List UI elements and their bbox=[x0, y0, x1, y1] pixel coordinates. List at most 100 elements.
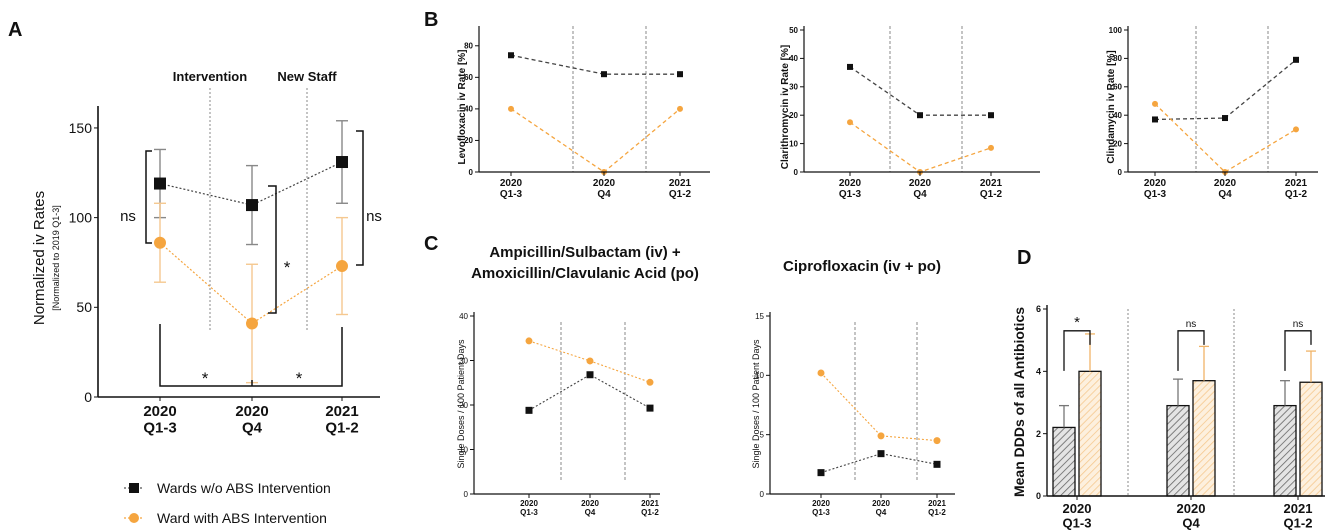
c1-x-tick-label-year: 2020 bbox=[520, 499, 538, 508]
d-x-tick-label-period: Q1-2 bbox=[1284, 515, 1313, 530]
c2-y-tick-label: 10 bbox=[755, 371, 764, 380]
b2-point-black bbox=[847, 63, 853, 70]
c2-series-orange-line bbox=[820, 372, 938, 442]
a-y-tick-label: 50 bbox=[76, 299, 92, 315]
b2-y-tick-label: 30 bbox=[789, 83, 798, 92]
c1-point-orange bbox=[586, 357, 594, 365]
b3-y-tick-label: 40 bbox=[1113, 111, 1122, 120]
b2-y-tick-label: 50 bbox=[789, 26, 798, 35]
b1-x-tick-label-period: Q1-2 bbox=[669, 189, 692, 200]
b1-x-tick-label-year: 2021 bbox=[669, 178, 692, 189]
b1-x-tick-label-year: 2020 bbox=[500, 178, 523, 189]
b2-y-tick-label: 20 bbox=[789, 111, 798, 120]
a-bracket-bottom bbox=[159, 324, 343, 387]
a-y-tick-label: 0 bbox=[84, 389, 92, 405]
legend-marker-orange bbox=[129, 513, 139, 523]
a-y-tick-label: 100 bbox=[69, 210, 93, 226]
d-x-tick-label-year: 2020 bbox=[1177, 501, 1206, 516]
b3-x-tick-label-period: Q1-2 bbox=[1285, 189, 1308, 200]
c1-y-tick-label: 10 bbox=[459, 445, 468, 454]
a-x-tick-label-year: 2020 bbox=[235, 403, 268, 420]
d-y-tick-label: 4 bbox=[1036, 366, 1041, 376]
b2-point-orange bbox=[988, 144, 994, 151]
d-x-tick-label-period: Q4 bbox=[1182, 515, 1200, 530]
legend-marker-black bbox=[129, 483, 139, 493]
c1-y-tick-label: 0 bbox=[464, 490, 469, 499]
c1-point-black bbox=[646, 404, 654, 412]
c1-x-tick-label-year: 2021 bbox=[641, 499, 659, 508]
b3-series-black-line bbox=[1154, 59, 1297, 121]
b2-y-tick-label: 10 bbox=[789, 139, 798, 148]
d-bar-black bbox=[1166, 404, 1190, 497]
c2-y-tick-label: 0 bbox=[760, 490, 765, 499]
a-y-tick-label: 150 bbox=[69, 120, 93, 136]
c1-x-tick-label-period: Q1-2 bbox=[641, 508, 659, 517]
a-series-orange-line bbox=[159, 242, 343, 325]
b3-x-tick-label-year: 2020 bbox=[1214, 178, 1237, 189]
a-x-tick-label-period: Q1-2 bbox=[325, 420, 358, 437]
b2-x-tick-label-year: 2021 bbox=[980, 178, 1003, 189]
d-y-tick-label: 0 bbox=[1036, 491, 1041, 501]
c1-point-black bbox=[525, 406, 533, 414]
b1-point-orange bbox=[508, 105, 514, 112]
axis-title-c1: Single Doses / 100 Patient Days bbox=[456, 339, 466, 469]
b2-point-black bbox=[917, 112, 923, 119]
legend-label-black: Wards w/o ABS Intervention bbox=[157, 480, 331, 496]
legend: Wards w/o ABS Intervention Ward with ABS… bbox=[124, 480, 331, 526]
b1-y-tick-label: 40 bbox=[464, 105, 473, 114]
c1-y-tick-label: 30 bbox=[459, 356, 468, 365]
c2-x-tick-label-period: Q4 bbox=[876, 508, 887, 517]
c1-point-orange bbox=[646, 378, 654, 386]
b3-x-tick-label-year: 2020 bbox=[1144, 178, 1167, 189]
c2-point-orange bbox=[877, 432, 885, 440]
chart-title-c2: Ciprofloxacin (iv + po) bbox=[783, 258, 941, 275]
c2-x-tick-label-year: 2021 bbox=[928, 499, 946, 508]
d-x-tick-label-year: 2020 bbox=[1063, 501, 1092, 516]
b1-x-tick-label-year: 2020 bbox=[593, 178, 616, 189]
b3-point-orange bbox=[1293, 126, 1299, 133]
b1-y-tick-label: 20 bbox=[464, 136, 473, 145]
c2-y-tick-label: 5 bbox=[760, 430, 765, 439]
a-x-tick-label-year: 2020 bbox=[143, 403, 176, 420]
a-x-tick-label-year: 2021 bbox=[325, 403, 358, 420]
a-bracket-ns-right bbox=[356, 130, 364, 266]
panel-letter-c: C bbox=[424, 233, 438, 255]
b1-x-tick-label-period: Q1-3 bbox=[500, 189, 523, 200]
d-bar-orange bbox=[1299, 381, 1323, 497]
d-significance-bracket bbox=[1177, 330, 1205, 371]
b1-y-tick-label: 60 bbox=[464, 73, 473, 82]
b3-y-tick-label: 100 bbox=[1109, 26, 1123, 35]
a-point-black bbox=[336, 156, 348, 169]
d-bar-black bbox=[1273, 404, 1297, 497]
axis-title-b1: Levofloxacin iv Rate [%] bbox=[457, 49, 468, 164]
a-series-black-line bbox=[159, 161, 343, 206]
c2-point-black bbox=[877, 450, 885, 458]
b3-y-tick-label: 80 bbox=[1113, 54, 1122, 63]
d-y-tick-label: 6 bbox=[1036, 304, 1041, 314]
legend-label-orange: Ward with ABS Intervention bbox=[157, 510, 327, 526]
b2-x-tick-label-period: Q1-2 bbox=[980, 189, 1003, 200]
b3-y-tick-label: 20 bbox=[1113, 139, 1122, 148]
a-point-black bbox=[246, 199, 258, 212]
c2-point-black bbox=[817, 469, 825, 477]
axis-title-c2: Single Doses / 100 Patient Days bbox=[751, 339, 761, 469]
event-label-new-staff: New Staff bbox=[277, 69, 337, 84]
c2-point-orange bbox=[817, 369, 825, 377]
b3-series-orange-line bbox=[1154, 103, 1297, 173]
c1-series-black-line bbox=[528, 374, 651, 411]
b1-point-black bbox=[677, 71, 683, 78]
axis-title-a: Normalized iv Rates bbox=[31, 191, 48, 325]
c1-y-tick-label: 40 bbox=[459, 312, 468, 321]
c1-x-tick-label-year: 2020 bbox=[581, 499, 599, 508]
c2-x-tick-label-year: 2020 bbox=[812, 499, 830, 508]
a-point-orange bbox=[336, 260, 348, 273]
d-x-tick-label-period: Q1-3 bbox=[1063, 515, 1092, 530]
c2-point-black bbox=[933, 460, 941, 468]
d-y-tick-label: 2 bbox=[1036, 429, 1041, 439]
